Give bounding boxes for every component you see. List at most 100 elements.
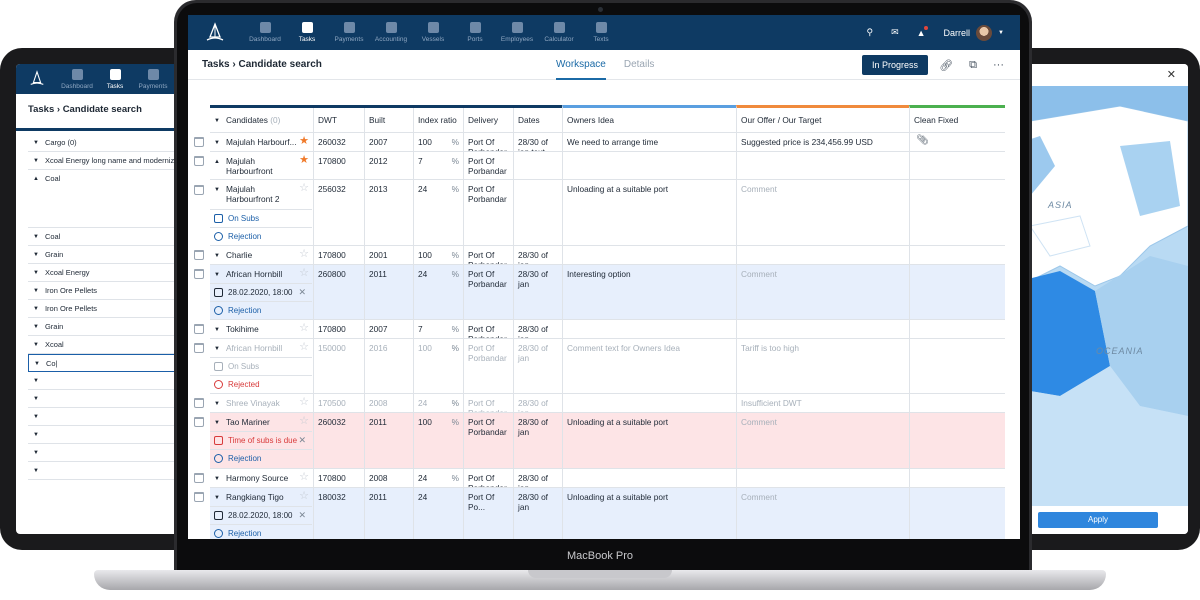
owners-cell[interactable] xyxy=(562,152,736,179)
list-item[interactable]: ▼ Iron Ore Pellets xyxy=(28,300,226,318)
star-icon[interactable]: ☆ xyxy=(299,490,309,502)
owners-cell[interactable]: Comment text for Owners Idea xyxy=(562,339,736,393)
built-cell[interactable]: 2001 xyxy=(364,246,413,264)
index-cell[interactable]: 7% xyxy=(413,152,463,179)
table-row[interactable]: ▼ Rangkiang Tigo ☆ 28.02.2020, 18:00 ✕ Reje… xyxy=(210,488,1005,539)
on-subs-tag[interactable]: On Subs xyxy=(210,357,312,375)
table-row[interactable]: ▼ Tao Mariner ☆ Time of subs is due ✕ Rejec… xyxy=(210,413,1005,469)
built-cell[interactable]: 2011 xyxy=(364,265,413,319)
list-item[interactable]: ▲ Coal xyxy=(28,170,226,228)
candidate-cell[interactable]: ▼ Rangkiang Tigo ☆ 28.02.2020, 18:00 ✕ Reje… xyxy=(210,488,313,539)
dwt-cell[interactable]: 170500 xyxy=(313,394,364,412)
delivery-cell[interactable]: Port Of Porbandar xyxy=(463,413,513,468)
clean-fixed-cell[interactable]: 📎︎ xyxy=(909,133,1005,151)
tab-details[interactable]: Details xyxy=(623,59,655,70)
delivery-cell[interactable]: Port Of Porbandar xyxy=(463,152,513,179)
header-dwt[interactable]: DWT xyxy=(313,108,364,132)
trash-icon[interactable] xyxy=(194,398,204,408)
subs-due-tag[interactable]: Time of subs is due ✕ xyxy=(210,431,312,449)
candidate-cell[interactable]: ▼ Charlie ☆ xyxy=(214,248,309,261)
built-cell[interactable]: 2013 xyxy=(364,180,413,245)
candidate-cell[interactable]: ▼ African Hornbill ☆ On Subs Rejected xyxy=(210,339,313,393)
dates-cell[interactable]: 28/30 of jan xyxy=(513,413,562,468)
star-icon[interactable]: ☆ xyxy=(299,341,309,353)
dates-cell[interactable]: 28/30 of jan xyxy=(513,320,562,338)
trash-icon[interactable] xyxy=(194,137,204,147)
index-cell[interactable]: 24% xyxy=(413,265,463,319)
trash-icon[interactable] xyxy=(194,185,204,195)
breadcrumb-parent[interactable]: Tasks xyxy=(202,59,230,70)
status-button[interactable]: In Progress xyxy=(861,55,928,75)
dates-cell[interactable]: 28/30 of jan xyxy=(513,265,562,319)
dates-cell[interactable]: 28/30 of jan text text text xyxy=(513,133,562,151)
rejection-tag[interactable]: Rejection xyxy=(210,227,312,245)
built-cell[interactable]: 2007 xyxy=(364,320,413,338)
built-cell[interactable]: 2011 xyxy=(364,413,413,468)
rejection-tag[interactable]: Rejection xyxy=(210,524,312,539)
nav-accounting[interactable]: Accounting xyxy=(370,22,412,43)
owners-cell[interactable]: We need to arrange time xyxy=(562,133,736,151)
nav-calculator[interactable]: Calculator xyxy=(538,22,580,43)
dates-cell[interactable]: 28/30 of jan xyxy=(513,469,562,487)
candidate-cell[interactable]: ▼ Harmony Source ☆ xyxy=(214,471,309,484)
header-owners-idea[interactable]: Owners Idea xyxy=(562,105,736,132)
crumb-parent[interactable]: Tasks xyxy=(28,104,55,115)
star-icon[interactable]: ★ xyxy=(299,154,309,166)
delivery-cell[interactable]: Port Of Porbandar xyxy=(463,339,513,393)
dates-cell[interactable]: 28/30 of jan xyxy=(513,339,562,393)
header-offer[interactable]: Our Offer / Our Target xyxy=(736,105,909,132)
clean-fixed-cell[interactable] xyxy=(909,246,1005,264)
dates-cell[interactable]: 28/30 of jan xyxy=(513,488,562,539)
subs-deadline-tag[interactable]: 28.02.2020, 18:00 ✕ xyxy=(210,506,312,524)
offer-cell[interactable] xyxy=(736,469,909,487)
apply-button[interactable]: Apply xyxy=(1038,512,1158,528)
table-row[interactable]: ▼ Majulah Harbourf... ★ 260032 2007 100% P… xyxy=(210,133,1005,152)
user-menu[interactable]: Darrell ▼ xyxy=(944,24,1004,41)
dates-cell[interactable] xyxy=(513,180,562,245)
star-icon[interactable]: ☆ xyxy=(299,415,309,427)
header-built[interactable]: Built xyxy=(364,108,413,132)
rejected-tag[interactable]: Rejected xyxy=(210,375,312,393)
rejection-tag[interactable]: Rejection xyxy=(210,301,312,319)
built-cell[interactable]: 2016 xyxy=(364,339,413,393)
offer-cell[interactable]: Comment xyxy=(736,265,909,319)
left-nav-dashboard[interactable]: Dashboard xyxy=(58,68,96,90)
list-item[interactable]: ▼ xyxy=(28,408,226,426)
built-cell[interactable]: 2011 xyxy=(364,488,413,539)
offer-cell[interactable]: Comment xyxy=(736,180,909,245)
owners-cell[interactable] xyxy=(562,469,736,487)
index-cell[interactable]: 7% xyxy=(413,320,463,338)
left-nav-payments[interactable]: Payments xyxy=(134,68,172,90)
search-icon[interactable]: ⚲ xyxy=(866,27,874,37)
table-row[interactable]: ▼ Harmony Source ☆ 170800 2008 24% Port Of… xyxy=(210,469,1005,488)
dwt-cell[interactable]: 150000 xyxy=(313,339,364,393)
candidate-cell[interactable]: ▼ Tao Mariner ☆ Time of subs is due ✕ Rejec… xyxy=(210,413,313,468)
nav-dashboard[interactable]: Dashboard xyxy=(244,22,286,43)
tab-workspace[interactable]: Workspace xyxy=(556,50,606,80)
delivery-cell[interactable]: Port Of Porbandar xyxy=(463,394,513,412)
mail-icon[interactable]: ✉ xyxy=(891,27,899,37)
header-index-ratio[interactable]: Index ratio xyxy=(413,108,463,132)
owners-cell[interactable] xyxy=(562,320,736,338)
owners-cell[interactable]: Unloading at a suitable port xyxy=(562,413,736,468)
delivery-cell[interactable]: Port Of Porbandar xyxy=(463,469,513,487)
owners-cell[interactable]: Interesting option xyxy=(562,265,736,319)
list-item[interactable]: ▼ Coal xyxy=(28,228,226,246)
star-icon[interactable]: ☆ xyxy=(299,471,309,483)
built-cell[interactable]: 2007 xyxy=(364,133,413,151)
rejection-tag[interactable]: Rejection xyxy=(210,449,312,467)
header-clean-fixed[interactable]: Clean Fixed xyxy=(909,105,1005,132)
index-cell[interactable]: 24% xyxy=(413,394,463,412)
table-row[interactable]: ▼Charlie☆ 170800 2001 100% Port Of Porba… xyxy=(210,246,1005,265)
header-dates[interactable]: Dates xyxy=(513,108,562,132)
owners-cell[interactable] xyxy=(562,246,736,264)
close-icon[interactable]: ✕ xyxy=(298,510,306,520)
list-item[interactable]: ▼ xyxy=(28,372,226,390)
list-item[interactable]: ▼ Iron Ore Pellets xyxy=(28,282,226,300)
list-item[interactable]: ▼ xyxy=(28,462,226,480)
paperclip-icon[interactable]: 📎︎ xyxy=(916,135,929,146)
offer-cell[interactable] xyxy=(736,320,909,338)
nav-vessels[interactable]: Vessels xyxy=(412,22,454,43)
delivery-cell[interactable]: Port Of Po... xyxy=(463,488,513,539)
star-icon[interactable]: ★ xyxy=(299,135,309,147)
